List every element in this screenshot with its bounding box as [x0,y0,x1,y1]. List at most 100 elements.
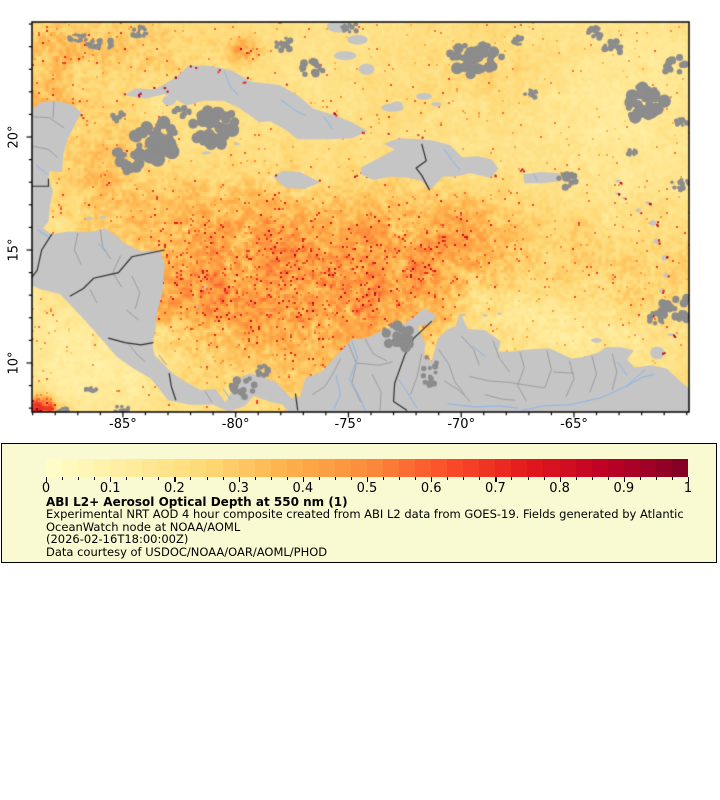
colorbar-segment [270,459,287,477]
colorbar-segment [62,459,79,477]
colorbar-tick [495,477,497,482]
colorbar-tick [110,477,112,482]
colorbar-tick [511,477,513,480]
colorbar-segment [78,459,95,477]
colorbar-segment [174,459,191,477]
colorbar-tick-label: 0.8 [549,481,570,496]
colorbar-segment [495,459,512,477]
colorbar-tick-label: 0.1 [99,481,121,496]
colorbar-tick [367,477,369,482]
colorbar-segment [511,459,528,477]
y-tick-label: 20° [6,125,22,149]
colorbar-tick [688,477,690,482]
legend-timestamp: (2026-02-16T18:00:00Z) [46,532,189,547]
colorbar-segment [447,459,464,477]
legend-text-block: ABI L2+ Aerosol Optical Depth at 550 nm … [46,496,684,558]
aod-map-canvas [0,0,720,443]
colorbar-segment [190,459,207,477]
y-tick-label: 15° [6,238,22,262]
legend-description-line2: OceanWatch node at NOAA/AOML [46,519,241,534]
colorbar-tick [479,477,481,480]
colorbar-tick [655,477,657,480]
colorbar-tick [190,477,192,480]
colorbar-segment [463,459,480,477]
colorbar-segment [302,459,319,477]
colorbar-segment [639,459,656,477]
colorbar-segment [254,459,271,477]
colorbar-tick-label: 0 [41,481,51,496]
x-tick-label: -65° [560,417,588,432]
colorbar-tick [399,477,401,480]
legend-description-line1: Experimental NRT AOD 4 hour composite cr… [46,507,684,522]
colorbar [46,459,688,477]
x-tick-label: -80° [221,417,250,432]
colorbar-tick [591,477,593,480]
colorbar-segment [350,459,367,477]
colorbar-tick [334,477,336,480]
colorbar-segment [607,459,624,477]
colorbar-segment [110,459,127,477]
colorbar-segment [238,459,255,477]
colorbar-tick [543,477,545,480]
colorbar-segment [415,459,432,477]
colorbar-tick-label: 0.2 [164,481,185,496]
colorbar-segment [94,459,111,477]
x-tick-label: -85° [109,417,137,432]
colorbar-tick [527,477,529,480]
colorbar-segment [158,459,175,477]
colorbar-segment [543,459,560,477]
legend-courtesy: Data courtesy of USDOC/NOAA/OAR/AOML/PHO… [46,544,328,559]
colorbar-segment [527,459,544,477]
colorbar-segment [222,459,239,477]
x-tick-label: -75° [334,417,363,432]
colorbar-tick [350,477,352,480]
y-tick-label: 10° [6,351,22,375]
colorbar-tick [286,477,288,480]
colorbar-tick [318,477,320,480]
colorbar-segment [366,459,383,477]
colorbar-tick [431,477,433,482]
colorbar-tick-label: 0.5 [356,481,378,496]
colorbar-tick [142,477,144,480]
colorbar-segment [623,459,640,477]
colorbar-segment [206,459,223,477]
colorbar-tick [174,477,176,482]
colorbar-tick [94,477,96,480]
colorbar-tick-label: 0.7 [485,481,506,496]
colorbar-tick [607,477,609,480]
colorbar-tick [623,477,625,482]
colorbar-segment [431,459,448,477]
colorbar-tick-labels: 0 0.1 0.2 0.3 0.4 0.5 0.6 0.7 0.8 0.9 1 [42,481,692,496]
colorbar-tick [639,477,641,480]
colorbar-tick-label: 0.6 [420,481,442,496]
colorbar-segment [142,459,159,477]
colorbar-tick [62,477,64,480]
colorbar-segment [382,459,400,477]
colorbar-segment [479,459,496,477]
colorbar-tick [415,477,417,480]
colorbar-tick [254,477,256,480]
x-tick-label: -70° [447,417,476,432]
colorbar-segment [334,459,351,477]
colorbar-tick [46,477,48,482]
colorbar-tick-label: 0.9 [613,481,635,496]
colorbar-segment [591,459,608,477]
legend-title: ABI L2+ Aerosol Optical Depth at 550 nm … [46,495,348,509]
colorbar-tick-label: 1 [683,481,693,496]
colorbar-tick [383,477,385,480]
colorbar-ticks [46,477,690,483]
colorbar-segment [671,459,688,477]
colorbar-tick-label: 0.4 [292,481,314,496]
colorbar-tick [206,477,208,480]
colorbar-segment [126,459,143,477]
colorbar-tick [238,477,240,482]
legend-panel: 0 0.1 0.2 0.3 0.4 0.5 0.6 0.7 0.8 0.9 1 ABI L2+ Ae… [1,443,717,563]
colorbar-tick [463,477,465,480]
colorbar-segment [46,459,63,477]
colorbar-tick [671,477,673,480]
colorbar-tick [78,477,80,480]
colorbar-tick [158,477,160,480]
colorbar-segment [399,459,416,477]
colorbar-tick [559,477,561,482]
